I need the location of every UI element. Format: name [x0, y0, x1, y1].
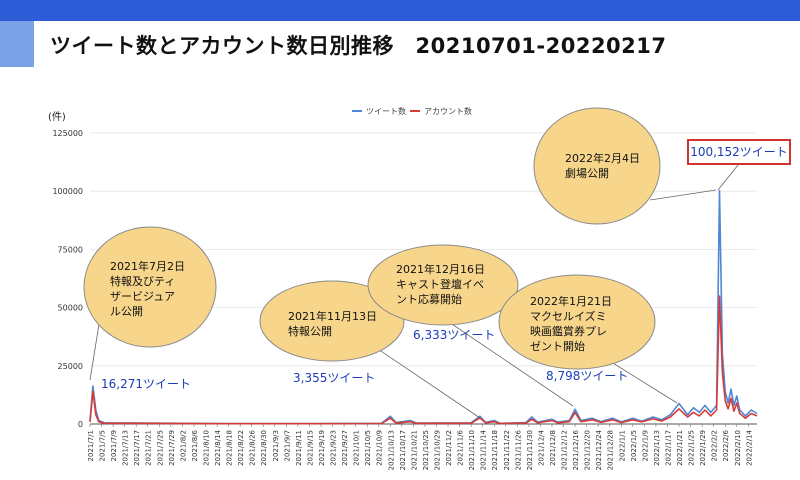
x-tick-label: 2022/1/21 [676, 430, 684, 466]
x-tick-label: 2022/1/25 [688, 430, 696, 466]
leader-line-1 [89, 317, 101, 381]
x-tick-label: 2021/7/25 [156, 430, 164, 466]
bubble-1 [83, 226, 217, 348]
count-label-1: 16,271ツイート [101, 377, 191, 391]
bubble-5 [533, 107, 661, 225]
x-tick-label: 2021/9/23 [330, 430, 338, 466]
x-tick-label: 2021/12/24 [595, 429, 603, 470]
x-tick-label: 2022/2/6 [722, 429, 730, 461]
x-tick-label: 2021/11/30 [526, 430, 534, 470]
legend-label-tweets: ツイート数 [366, 106, 406, 116]
x-tick-label: 2022/1/29 [699, 430, 707, 466]
x-tick-label: 2022/2/10 [734, 430, 742, 466]
x-tick-label: 2021/8/14 [214, 429, 222, 465]
count-label-2: 3,355ツイート [293, 371, 376, 385]
x-tick-label: 2021/7/29 [168, 430, 176, 466]
legend: ツイート数 アカウント数 [352, 106, 472, 116]
x-tick-label: 2021/8/26 [249, 429, 257, 465]
x-tick-label: 2022/2/14 [745, 429, 753, 465]
x-tick-label: 2021/10/13 [387, 430, 395, 470]
slide-title: ツイート数とアカウント数日別推移 20210701-20220217 [50, 34, 667, 58]
x-tick-label: 2021/11/26 [514, 429, 522, 470]
header-bar [0, 0, 800, 21]
x-tick-label: 2021/10/5 [364, 430, 372, 466]
x-tick-label: 2022/1/9 [641, 430, 649, 461]
x-tick-label: 2021/8/6 [191, 429, 199, 461]
y-tick-label: 0 [78, 420, 83, 429]
y-axis: (件) 0 25000 50000 75000 100000 125000 [48, 111, 83, 429]
x-tick-label: 2021/10/9 [376, 430, 384, 466]
y-tick-label: 75000 [58, 245, 83, 254]
x-tick-label: 2021/7/13 [122, 430, 130, 466]
x-tick-label: 2021/9/3 [272, 430, 280, 461]
x-tick-label: 2021/7/5 [99, 430, 107, 461]
y-tick-label: 125000 [52, 129, 83, 138]
x-tick-label: 2021/7/21 [145, 430, 153, 466]
bubble-2 [259, 280, 405, 362]
x-tick-label: 2021/8/2 [179, 430, 187, 461]
y-tick-label: 25000 [58, 362, 83, 371]
bubble-3 [367, 244, 519, 326]
x-tick-label: 2022/1/13 [653, 430, 661, 466]
x-tick-label: 2021/9/27 [341, 430, 349, 466]
annotation-text-2: 2021年11月13日 特報公開 [288, 310, 377, 338]
leader-line-5 [649, 189, 717, 201]
count-label-3: 6,333ツイート [413, 328, 496, 342]
x-tick-label: 2021/10/21 [410, 430, 418, 470]
x-tick-label: 2021/9/19 [318, 430, 326, 466]
x-tick-label: 2021/12/20 [584, 430, 592, 470]
header-accent [0, 21, 34, 67]
data-series [89, 190, 758, 425]
x-tick-label: 2021/12/12 [561, 430, 569, 470]
x-tick-label: 2022/1/5 [630, 430, 638, 461]
x-tick-label: 2021/10/1 [353, 430, 361, 466]
count-label-4: 8,798ツイート [546, 369, 629, 383]
leader-line-2 [374, 346, 481, 419]
x-tick-label: 2021/9/15 [306, 430, 314, 466]
annotation-text-4: 2022年1月21日 マクセルイズミ 映画鑑賞券プレ ゼント開始 [530, 295, 612, 353]
x-tick-label: 2021/7/9 [110, 430, 118, 461]
y-tick-label: 100000 [52, 187, 83, 196]
legend-label-accounts: アカウント数 [424, 106, 472, 116]
x-tick-label: 2021/10/17 [399, 430, 407, 470]
annotation-text-3: 2021年12月16日 キャスト登壇イベ ント応募開始 [396, 263, 485, 306]
x-tick-label: 2021/12/16 [572, 429, 580, 470]
x-tick-label: 2021/8/22 [237, 430, 245, 466]
x-tick-label: 2021/8/18 [226, 430, 234, 466]
annotation-text-1: 2021年7月2日 特報及びティ ザービジュア ル公開 [110, 260, 185, 318]
y-axis-unit: (件) [48, 111, 66, 123]
annotation-text-5: 2022年2月4日 劇場公開 [565, 152, 640, 180]
leader-line-peak [717, 164, 739, 191]
x-tick-label: 2021/10/29 [433, 430, 441, 470]
peak-count-box: 100,152ツイート [687, 139, 791, 165]
x-tick-label: 2021/11/18 [491, 430, 499, 470]
x-tick-label: 2022/1/17 [664, 430, 672, 466]
x-tick-label: 2021/11/10 [468, 430, 476, 470]
x-tick-label: 2021/11/22 [503, 430, 511, 470]
x-tick-label: 2021/12/8 [549, 430, 557, 466]
x-tick-label: 2021/12/28 [607, 430, 615, 470]
leader-line-3 [439, 315, 574, 407]
x-tick-label: 2021/11/6 [457, 429, 465, 465]
x-tick-label: 2021/11/14 [480, 429, 488, 470]
x-tick-label: 2022/2/2 [711, 430, 719, 461]
x-tick-label: 2021/10/25 [422, 430, 430, 470]
x-tick-label: 2022/1/1 [618, 430, 626, 461]
x-tick-label: 2021/8/10 [202, 430, 210, 466]
y-tick-label: 50000 [58, 304, 83, 313]
x-tick-label: 2021/7/1 [87, 430, 95, 461]
x-tick-label: 2021/9/11 [295, 430, 303, 466]
x-tick-label: 2021/7/17 [133, 430, 141, 466]
x-tick-label: 2021/8/30 [260, 430, 268, 466]
annotations [83, 107, 739, 419]
x-tick-label: 2021/12/4 [537, 429, 545, 465]
x-axis: 2021/7/1 2021/7/5 2021/7/9 2021/7/13 2021/7/… [87, 424, 753, 470]
x-tick-label: 2021/11/2 [445, 430, 453, 466]
x-tick-label: 2021/9/7 [283, 430, 291, 461]
bubble-4 [498, 274, 656, 370]
